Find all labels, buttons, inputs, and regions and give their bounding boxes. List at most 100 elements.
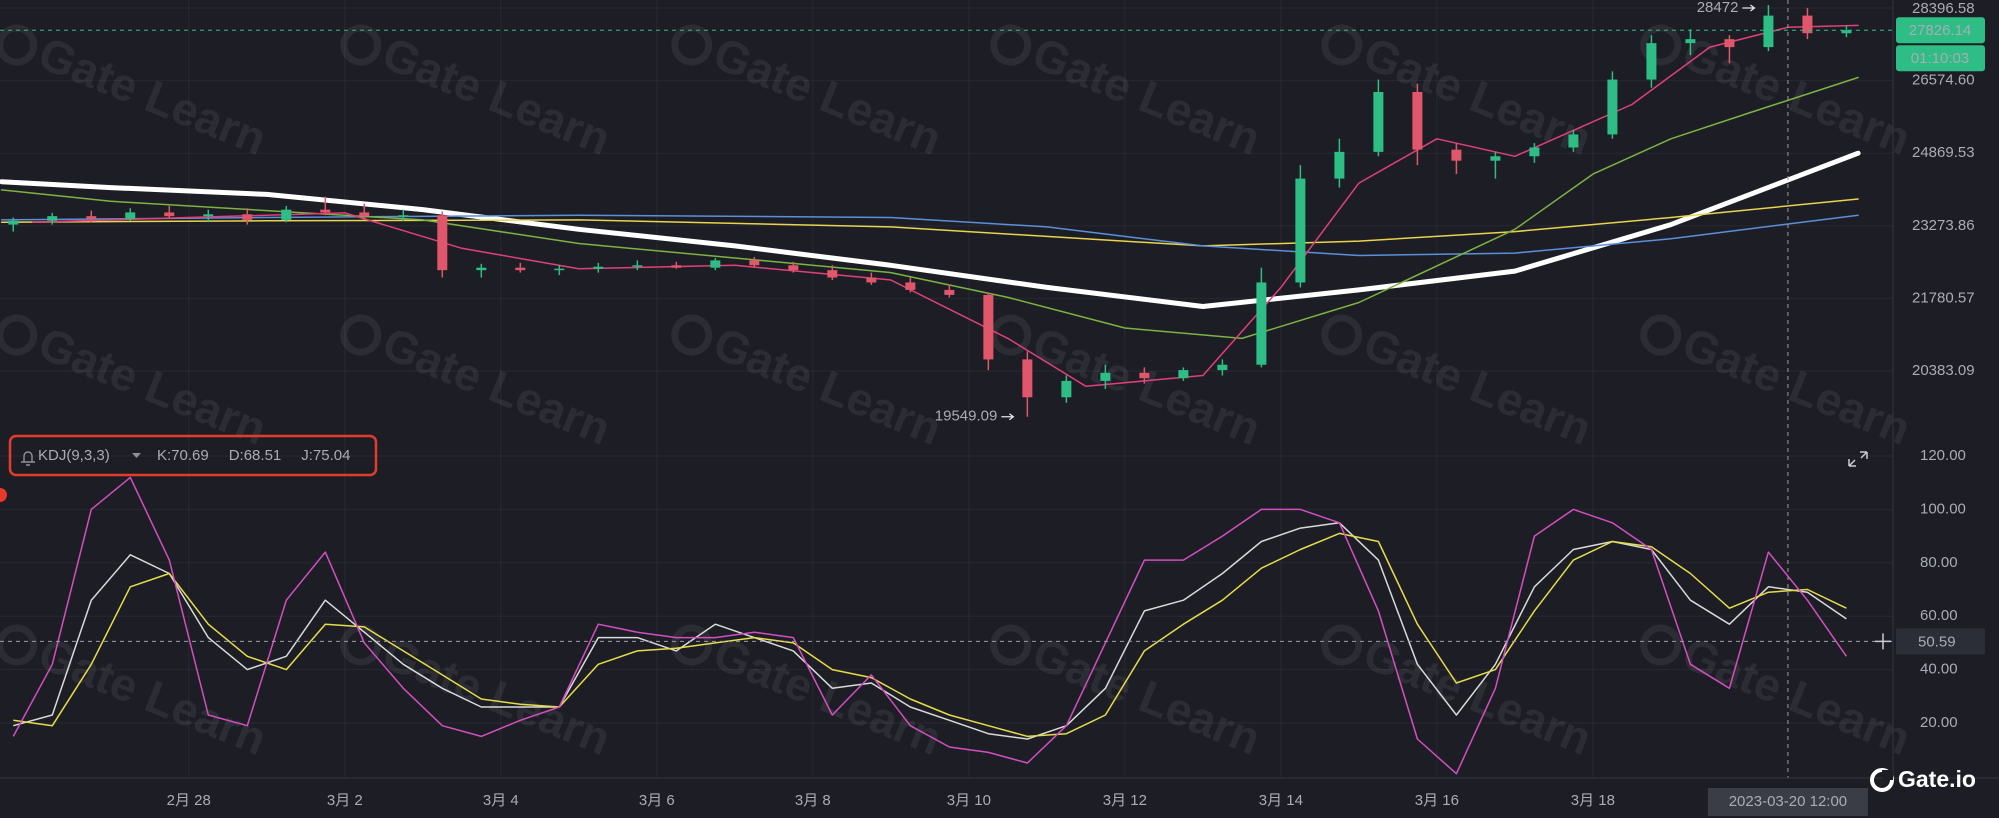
candle-body <box>203 214 214 217</box>
candle-body <box>1373 91 1384 152</box>
x-tick-label: 3月 10 <box>947 792 991 809</box>
watermark-icon <box>340 314 382 356</box>
legend-entry: D:68.51 <box>229 447 282 464</box>
candle-body <box>983 294 994 360</box>
y-tick-label: 120.00 <box>1920 447 1966 464</box>
candle-body <box>1568 134 1579 148</box>
candle-body <box>164 212 175 217</box>
candle-body <box>632 265 643 267</box>
watermark-icon <box>671 314 713 356</box>
watermark-icon <box>990 24 1032 66</box>
candle-body <box>1802 15 1813 34</box>
moving-average-line <box>0 150 1861 309</box>
watermark-icon <box>671 24 713 66</box>
candle-body <box>788 265 799 271</box>
cursor-badge <box>1896 628 1985 655</box>
expand-icon[interactable] <box>1848 451 1868 467</box>
candle-body <box>515 267 526 271</box>
candle-body <box>593 266 604 269</box>
watermark-icon <box>0 624 38 666</box>
indicator-line <box>13 532 1847 738</box>
legend-entry: K:70.69 <box>157 447 209 464</box>
candle-body <box>1490 156 1501 161</box>
countdown-badge <box>1896 45 1985 72</box>
x-tick-label: 3月 12 <box>1103 792 1147 809</box>
candle-body <box>242 214 253 220</box>
low-annotation: 19549.09 <box>935 408 998 425</box>
annotation-arrow <box>1742 4 1756 12</box>
alert-dot <box>0 488 7 502</box>
indicator-line <box>13 522 1847 740</box>
watermark-icon <box>1321 624 1363 666</box>
countdown-text: 01:10:03 <box>1911 50 1969 67</box>
y-tick-label: 100.00 <box>1920 500 1966 517</box>
x-tick-label: 3月 2 <box>327 792 363 809</box>
watermark-icon <box>1321 314 1363 356</box>
candle-body <box>1451 149 1462 161</box>
crosshair-label-box <box>1707 788 1868 816</box>
add-icon[interactable] <box>1875 633 1891 650</box>
y-tick-label: 40.00 <box>1920 661 1958 678</box>
y-tick-label: 26574.60 <box>1912 72 1975 89</box>
y-tick-label: 23273.86 <box>1912 217 1975 234</box>
high-annotation: 28472 <box>1697 0 1739 16</box>
candle-body <box>125 212 136 219</box>
watermark-icon <box>1321 24 1363 66</box>
y-tick-label: 21780.57 <box>1912 289 1975 306</box>
watermark-icon <box>1640 314 1682 356</box>
candle-body <box>1724 39 1735 48</box>
candle-body <box>749 260 760 266</box>
y-tick-label: 28396.58 <box>1912 0 1975 17</box>
x-tick-label: 3月 6 <box>639 792 675 809</box>
candle-body <box>437 215 448 271</box>
x-tick-label: 3月 14 <box>1259 792 1303 809</box>
annotation-arrow <box>1001 413 1015 421</box>
candle-body <box>8 220 19 225</box>
watermark-icon <box>990 624 1032 666</box>
x-tick-label: 3月 16 <box>1415 792 1459 809</box>
y-tick-label: 60.00 <box>1920 607 1958 624</box>
candle-body <box>1100 372 1111 381</box>
candle-body <box>1529 147 1540 157</box>
candle-body <box>86 216 97 219</box>
y-tick-label: 80.00 <box>1920 554 1958 571</box>
y-tick-label: 20383.09 <box>1912 362 1975 379</box>
candle-body <box>1178 370 1189 379</box>
alert-icon[interactable] <box>21 451 35 466</box>
candle-body <box>1841 30 1852 34</box>
x-tick-label: 3月 8 <box>795 792 831 809</box>
candle-body <box>1139 372 1150 379</box>
candle-body <box>554 268 565 271</box>
price-badge <box>1896 17 1985 44</box>
candle-body <box>1607 79 1618 135</box>
indicator-line <box>12 476 1848 775</box>
candle-body <box>827 270 838 278</box>
watermark-icon <box>671 624 713 666</box>
candle-body <box>905 282 916 290</box>
candle-body <box>1061 380 1072 398</box>
candle-body <box>671 265 682 268</box>
candle-body <box>710 260 721 268</box>
y-tick-label: 24869.53 <box>1912 144 1975 161</box>
dropdown-arrow[interactable] <box>132 453 141 458</box>
candle-body <box>1217 364 1228 371</box>
candle-body <box>944 289 955 295</box>
candle-body <box>866 277 877 283</box>
candle-body <box>1334 151 1345 179</box>
candle-body <box>1646 43 1657 80</box>
indicator-title[interactable]: KDJ(9,3,3) <box>38 447 110 464</box>
x-tick-label: 2月 28 <box>167 792 211 809</box>
candle-body <box>1022 359 1033 398</box>
candle-body <box>1685 39 1696 44</box>
x-tick-label: 3月 18 <box>1571 792 1615 809</box>
watermark-icon <box>1640 624 1682 666</box>
watermark-icon <box>0 24 38 66</box>
watermark-icon <box>340 24 382 66</box>
marks <box>0 0 1893 778</box>
moving-average-line <box>0 214 1859 257</box>
candle-body <box>1763 15 1774 48</box>
brand-logo: Gate.io <box>1870 766 1976 792</box>
